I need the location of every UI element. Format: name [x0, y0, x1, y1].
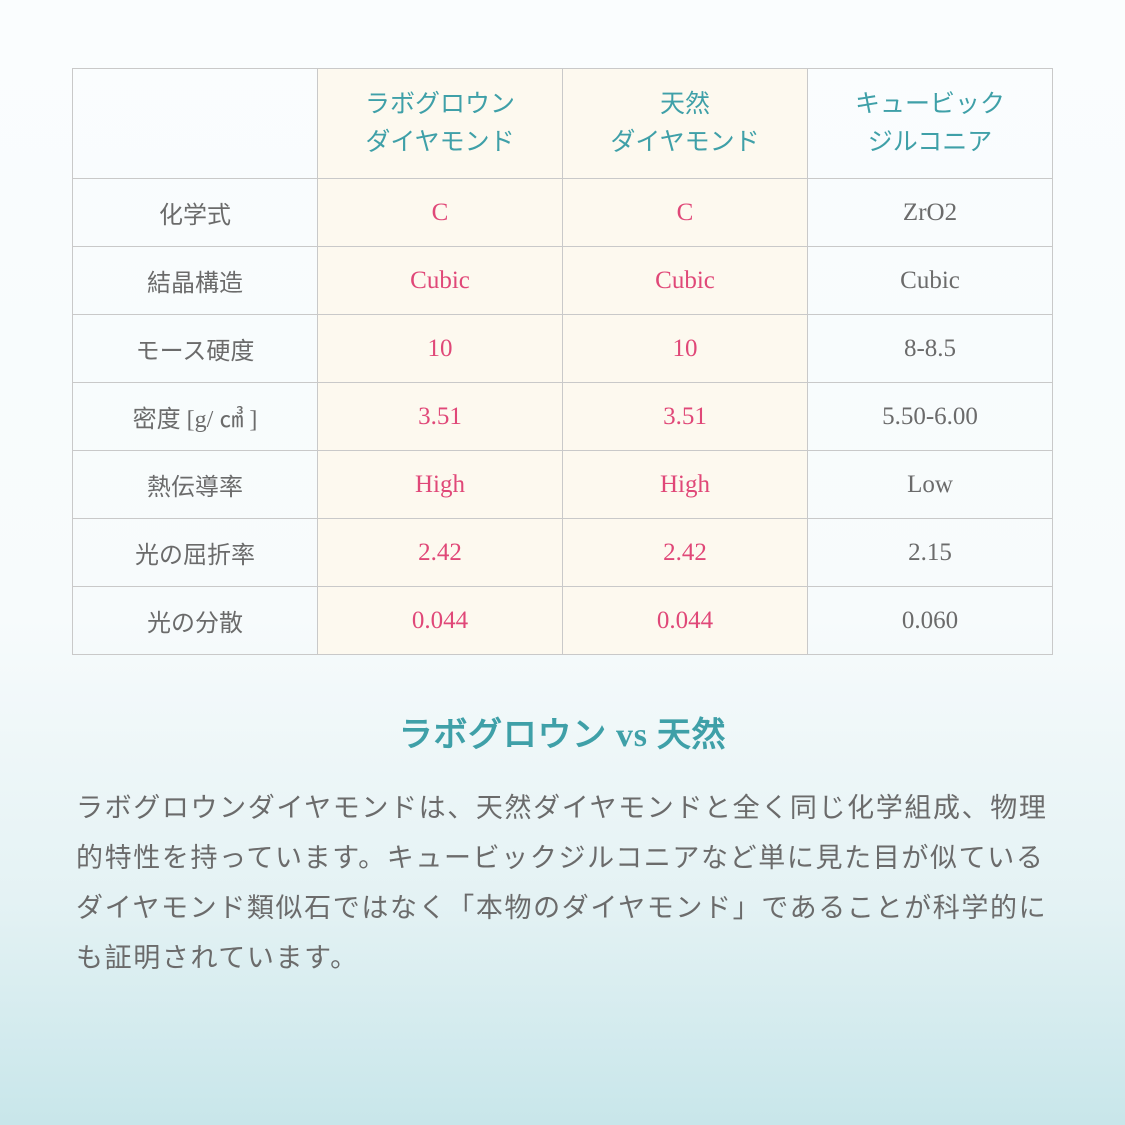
cell-c3: Low: [808, 451, 1053, 519]
section-title: ラボグロウン vs 天然: [72, 707, 1053, 756]
cell-c1: 0.044: [318, 587, 563, 655]
cell-c3: 0.060: [808, 587, 1053, 655]
cell-c3: Cubic: [808, 247, 1053, 315]
row-label: 光の屈折率: [73, 519, 318, 587]
row-label: 化学式: [73, 179, 318, 247]
row-label: 熱伝導率: [73, 451, 318, 519]
header-cz-l2: ジルコニア: [868, 129, 993, 156]
row-label: 結晶構造: [73, 247, 318, 315]
cell-c1: 2.42: [318, 519, 563, 587]
table-row: 光の分散 0.044 0.044 0.060: [73, 587, 1053, 655]
cell-c1: Cubic: [318, 247, 563, 315]
header-natural-l1: 天然: [660, 91, 710, 118]
cell-c1: C: [318, 179, 563, 247]
header-labgrown-l1: ラボグロウン: [365, 91, 515, 118]
cell-c2: 2.42: [563, 519, 808, 587]
row-label: モース硬度: [73, 315, 318, 383]
table-row: 化学式 C C ZrO2: [73, 179, 1053, 247]
comparison-table: ラボグロウン ダイヤモンド 天然 ダイヤモンド キュービック ジルコニア 化学式…: [72, 68, 1053, 655]
table-header-row: ラボグロウン ダイヤモンド 天然 ダイヤモンド キュービック ジルコニア: [73, 69, 1053, 179]
table-body: 化学式 C C ZrO2 結晶構造 Cubic Cubic Cubic モース硬…: [73, 179, 1053, 655]
header-natural-l2: ダイヤモンド: [610, 129, 759, 156]
header-cz-l1: キュービック: [855, 91, 1005, 118]
cell-c2: 3.51: [563, 383, 808, 451]
row-label: 密度 [g/ ㎤ ]: [73, 383, 318, 451]
cell-c2: Cubic: [563, 247, 808, 315]
cell-c2: 0.044: [563, 587, 808, 655]
cell-c3: 5.50-6.00: [808, 383, 1053, 451]
header-labgrown: ラボグロウン ダイヤモンド: [318, 69, 563, 179]
cell-c3: 2.15: [808, 519, 1053, 587]
table-row: 密度 [g/ ㎤ ] 3.51 3.51 5.50-6.00: [73, 383, 1053, 451]
header-labgrown-l2: ダイヤモンド: [365, 129, 514, 156]
header-natural: 天然 ダイヤモンド: [563, 69, 808, 179]
row-label: 光の分散: [73, 587, 318, 655]
cell-c3: ZrO2: [808, 179, 1053, 247]
cell-c1: 3.51: [318, 383, 563, 451]
description-paragraph: ラボグロウンダイヤモンドは、天然ダイヤモンドと全く同じ化学組成、物理的特性を持っ…: [72, 784, 1053, 984]
cell-c2: 10: [563, 315, 808, 383]
cell-c3: 8-8.5: [808, 315, 1053, 383]
table-row: 熱伝導率 High High Low: [73, 451, 1053, 519]
cell-c1: 10: [318, 315, 563, 383]
table-row: 光の屈折率 2.42 2.42 2.15: [73, 519, 1053, 587]
cell-c1: High: [318, 451, 563, 519]
table-row: 結晶構造 Cubic Cubic Cubic: [73, 247, 1053, 315]
table-row: モース硬度 10 10 8-8.5: [73, 315, 1053, 383]
header-cz: キュービック ジルコニア: [808, 69, 1053, 179]
cell-c2: High: [563, 451, 808, 519]
cell-c2: C: [563, 179, 808, 247]
header-blank: [73, 69, 318, 179]
